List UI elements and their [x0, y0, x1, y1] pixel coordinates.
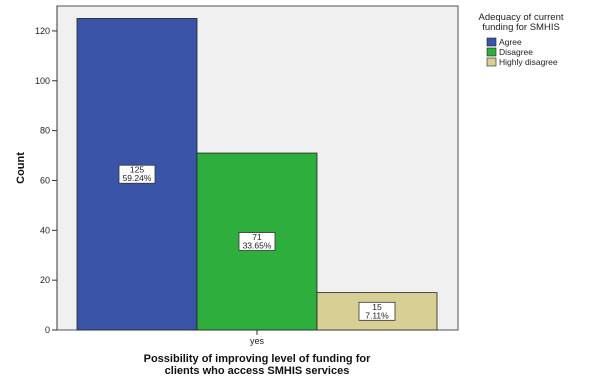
- data-label-count: 15: [372, 302, 382, 312]
- y-tick-label: 20: [40, 275, 50, 285]
- y-tick-label: 0: [45, 325, 50, 335]
- legend-swatch-agree: [486, 37, 497, 47]
- legend-label-disagree: Disagree: [499, 47, 533, 57]
- data-label-percent: 59.24%: [123, 173, 152, 183]
- data-label-box: [238, 232, 276, 251]
- data-label-count: 125: [130, 165, 144, 175]
- x-tick-label: yes: [250, 336, 265, 346]
- y-tick-label: 80: [40, 126, 50, 136]
- legend-label-highly-disagree: Highly disagree: [499, 57, 558, 67]
- data-label-box: [118, 164, 156, 184]
- legend-title-line-1: Adequacy of current: [478, 12, 563, 23]
- x-axis-title-line-1: Possibility of improving level of fundin…: [144, 353, 371, 365]
- data-label-box: [358, 301, 396, 321]
- y-tick-label: 60: [40, 175, 50, 185]
- legend-label-agree: Agree: [499, 37, 522, 47]
- data-label-count: 71: [252, 232, 262, 242]
- legend: Adequacy of current funding for SMHIS Ag…: [478, 12, 563, 67]
- x-axis: yes: [250, 330, 265, 346]
- y-tick-label: 120: [35, 26, 50, 36]
- y-axis: 0 20 40 60 80 100 120: [35, 6, 58, 335]
- legend-title-line-2: funding for SMHIS: [482, 22, 560, 33]
- x-axis-title-line-2: clients who access SMHIS services: [165, 365, 350, 377]
- y-tick-label: 40: [40, 225, 50, 235]
- legend-swatch-disagree: [486, 47, 497, 57]
- y-tick-label: 100: [35, 76, 50, 86]
- data-label-percent: 7.11%: [365, 310, 389, 320]
- y-axis-title: Count: [15, 152, 27, 184]
- data-label-percent: 33.65%: [243, 241, 272, 251]
- legend-swatch-highly-disagree: [486, 57, 497, 67]
